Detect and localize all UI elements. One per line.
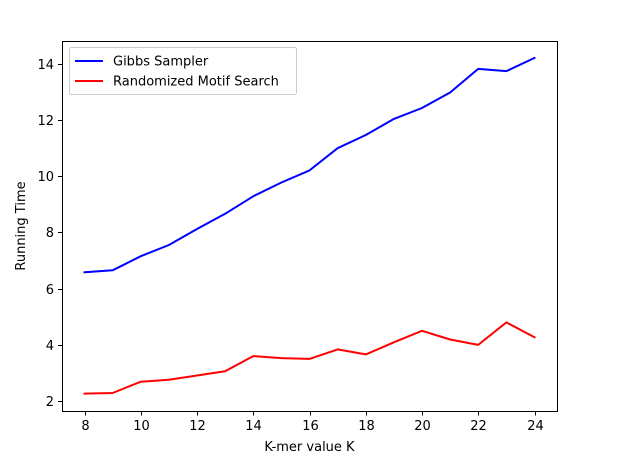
y-tick-label: 10: [37, 170, 54, 185]
x-axis: 8 10 12 14 16 18 20 22 24: [81, 411, 544, 434]
y-tick-label: 6: [46, 283, 54, 298]
series-line-randomized-motif-search: [83, 321, 536, 395]
x-axis-label: K-mer value K: [264, 440, 355, 455]
x-tick-label: 20: [414, 419, 431, 434]
x-tick-label: 22: [470, 419, 487, 434]
plot-area: [62, 41, 557, 411]
legend-box: [69, 47, 297, 95]
x-tick-label: 8: [81, 419, 89, 434]
legend-label: Randomized Motif Search: [113, 75, 279, 90]
legend: Gibbs Sampler Randomized Motif Search: [69, 47, 297, 95]
x-tick-label: 14: [245, 419, 262, 434]
y-tick-label: 4: [46, 339, 54, 354]
x-tick-label: 18: [358, 419, 375, 434]
y-tick-label: 2: [46, 395, 54, 410]
series-layer: [83, 56, 536, 395]
y-tick-label: 14: [37, 58, 54, 73]
legend-entries: Gibbs Sampler Randomized Motif Search: [75, 55, 279, 90]
y-tick-label: 8: [46, 226, 54, 241]
x-tick-label: 10: [133, 419, 150, 434]
y-axis-label: Running Time: [14, 181, 29, 270]
y-axis: 2 4 6 8 10 12 14: [37, 58, 63, 410]
legend-label: Gibbs Sampler: [113, 55, 209, 70]
series-line-gibbs-sampler: [83, 56, 536, 274]
y-tick-label: 12: [37, 114, 54, 129]
x-tick-label: 16: [302, 419, 319, 434]
x-tick-label: 12: [189, 419, 206, 434]
x-tick-label: 24: [527, 419, 544, 434]
